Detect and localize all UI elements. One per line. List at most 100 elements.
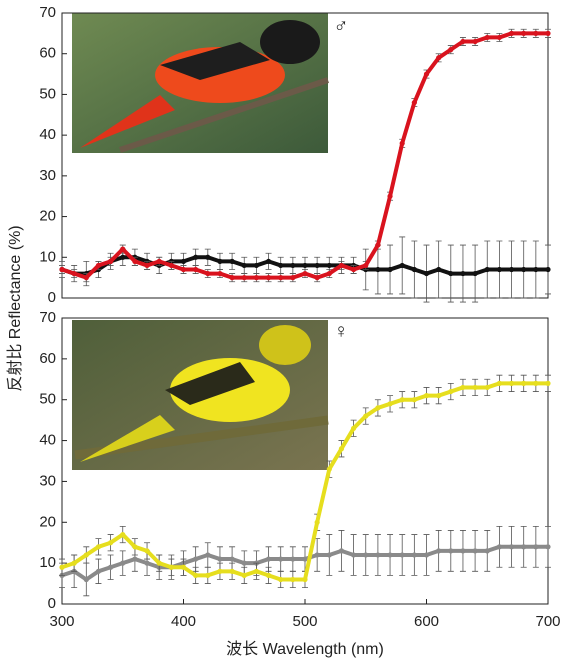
data-point (424, 271, 429, 276)
data-point (375, 405, 380, 410)
data-point (169, 565, 174, 570)
data-point (473, 548, 478, 553)
y-tick-label: 70 (39, 4, 56, 21)
data-point (424, 71, 429, 76)
x-tick-label: 500 (292, 613, 317, 630)
data-point (327, 467, 332, 472)
data-point (193, 573, 198, 578)
data-point (485, 548, 490, 553)
data-point (339, 446, 344, 451)
data-point (302, 556, 307, 561)
data-point (230, 259, 235, 264)
data-point (448, 548, 453, 553)
y-tick-label: 50 (39, 85, 56, 102)
data-point (424, 393, 429, 398)
data-point (521, 267, 526, 272)
data-point (509, 544, 514, 549)
data-point (412, 552, 417, 557)
data-point (460, 39, 465, 44)
data-point (193, 267, 198, 272)
data-point (460, 548, 465, 553)
data-point (132, 259, 137, 264)
data-point (387, 552, 392, 557)
data-point (497, 267, 502, 272)
x-axis-label: 波长 Wavelength (nm) (226, 640, 384, 658)
data-point (302, 263, 307, 268)
data-point (363, 552, 368, 557)
data-point (545, 31, 550, 36)
data-point (181, 259, 186, 264)
data-point (315, 275, 320, 280)
y-tick-label: 50 (39, 391, 56, 408)
data-point (473, 271, 478, 276)
data-point (144, 263, 149, 268)
data-point (509, 381, 514, 386)
data-point (230, 275, 235, 280)
data-point (448, 389, 453, 394)
data-point (278, 275, 283, 280)
data-point (132, 556, 137, 561)
data-point (327, 263, 332, 268)
data-point (339, 263, 344, 268)
data-point (521, 381, 526, 386)
data-point (84, 552, 89, 557)
y-tick-label: 30 (39, 167, 56, 184)
data-point (436, 393, 441, 398)
data-point (230, 569, 235, 574)
female-photo (72, 320, 328, 470)
data-point (205, 552, 210, 557)
data-point (290, 556, 295, 561)
x-tick-label: 300 (49, 613, 74, 630)
data-point (181, 267, 186, 272)
data-point (72, 561, 77, 566)
data-point (545, 267, 550, 272)
data-point (509, 31, 514, 36)
data-point (278, 577, 283, 582)
data-point (144, 548, 149, 553)
data-point (205, 573, 210, 578)
data-point (242, 573, 247, 578)
data-point (315, 263, 320, 268)
x-tick-label: 400 (171, 613, 196, 630)
data-point (497, 35, 502, 40)
data-point (436, 55, 441, 60)
data-point (108, 565, 113, 570)
data-point (84, 275, 89, 280)
data-point (448, 47, 453, 52)
data-point (290, 263, 295, 268)
data-point (108, 540, 113, 545)
y-tick-label: 10 (39, 554, 56, 571)
data-point (400, 141, 405, 146)
data-point (266, 573, 271, 578)
data-point (242, 275, 247, 280)
data-point (254, 275, 259, 280)
data-point (315, 552, 320, 557)
data-point (217, 259, 222, 264)
data-point (242, 561, 247, 566)
data-point (448, 271, 453, 276)
y-tick-label: 60 (39, 45, 56, 62)
data-point (290, 275, 295, 280)
y-tick-label: 40 (39, 432, 56, 449)
data-point (351, 267, 356, 272)
y-tick-label: 60 (39, 350, 56, 367)
data-point (120, 255, 125, 260)
x-tick-label: 700 (535, 613, 560, 630)
data-point (375, 242, 380, 247)
data-point (521, 31, 526, 36)
y-tick-label: 70 (39, 309, 56, 326)
data-point (424, 552, 429, 557)
data-point (278, 556, 283, 561)
data-point (120, 247, 125, 252)
data-point (266, 275, 271, 280)
data-point (485, 385, 490, 390)
data-point (144, 561, 149, 566)
data-point (412, 267, 417, 272)
data-point (412, 397, 417, 402)
data-point (375, 552, 380, 557)
page: 010203040506070♂反射比 Reflectance (%)01020… (0, 0, 565, 670)
data-point (533, 267, 538, 272)
data-point (533, 544, 538, 549)
data-point (473, 385, 478, 390)
data-point (217, 569, 222, 574)
